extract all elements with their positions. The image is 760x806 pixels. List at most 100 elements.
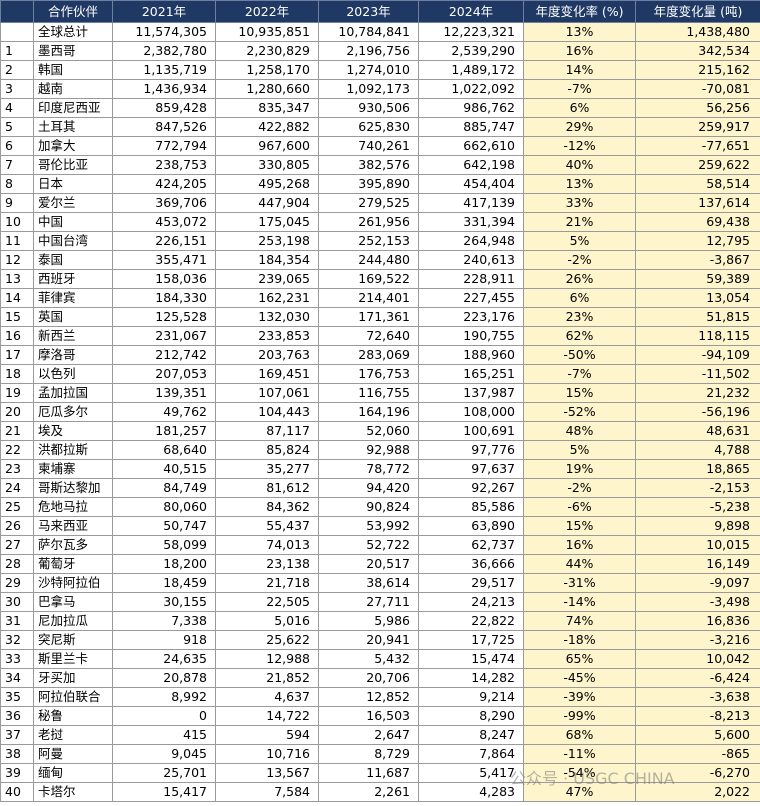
cell: 20,706 <box>318 668 419 688</box>
cell: 184,354 <box>215 250 319 270</box>
cell: 10,935,851 <box>215 22 319 42</box>
cell: 中国台湾 <box>33 231 113 251</box>
cell: 2,196,756 <box>318 41 419 61</box>
header-cell: 合作伙伴 <box>33 0 113 23</box>
cell: -9,097 <box>635 573 760 593</box>
cell: 244,480 <box>318 250 419 270</box>
cell: 卡塔尔 <box>33 782 113 802</box>
table-row: 12 泰国 355,471 184,354 244,480 240,613 -2% -3,86… <box>0 250 760 270</box>
cell: 孟加拉国 <box>33 383 113 403</box>
cell: 21% <box>523 212 636 232</box>
cell: 30,155 <box>112 592 216 612</box>
cell: 395,890 <box>318 174 419 194</box>
cell: 29% <box>523 117 636 137</box>
cell: 240,613 <box>418 250 524 270</box>
cell: -99% <box>523 706 636 726</box>
cell: 44% <box>523 554 636 574</box>
cell: 12,223,321 <box>418 22 524 42</box>
cell: 9,045 <box>112 744 216 764</box>
cell: 8,992 <box>112 687 216 707</box>
cell: 27,711 <box>318 592 419 612</box>
cell: 葡萄牙 <box>33 554 113 574</box>
index-cell: 32 <box>0 630 34 650</box>
table-row: 22 洪都拉斯 68,640 85,824 92,988 97,776 5% 4,788 <box>0 440 760 460</box>
table-row: 1 墨西哥 2,382,780 2,230,829 2,196,756 2,539,290… <box>0 41 760 61</box>
cell: 52,722 <box>318 535 419 555</box>
index-cell: 36 <box>0 706 34 726</box>
cell: 176,753 <box>318 364 419 384</box>
cell: -8,213 <box>635 706 760 726</box>
cell: 85,586 <box>418 497 524 517</box>
cell: 10,042 <box>635 649 760 669</box>
cell: 9,898 <box>635 516 760 536</box>
cell: 594 <box>215 725 319 745</box>
cell: 以色列 <box>33 364 113 384</box>
cell: 20,517 <box>318 554 419 574</box>
table-row: 5 土耳其 847,526 422,882 625,830 885,747 29% 259,9… <box>0 117 760 137</box>
cell: 97,776 <box>418 440 524 460</box>
cell: 8,290 <box>418 706 524 726</box>
cell: 967,600 <box>215 136 319 156</box>
cell: 253,198 <box>215 231 319 251</box>
cell: 26% <box>523 269 636 289</box>
index-cell: 8 <box>0 174 34 194</box>
index-cell: 7 <box>0 155 34 175</box>
cell: 59,389 <box>635 269 760 289</box>
cell: -3,498 <box>635 592 760 612</box>
index-cell: 33 <box>0 649 34 669</box>
cell: 58,514 <box>635 174 760 194</box>
cell: 50,747 <box>112 516 216 536</box>
index-cell: 23 <box>0 459 34 479</box>
cell: 沙特阿拉伯 <box>33 573 113 593</box>
cell: 斯里兰卡 <box>33 649 113 669</box>
cell: 2,230,829 <box>215 41 319 61</box>
cell: 986,762 <box>418 98 524 118</box>
cell: 84,362 <box>215 497 319 517</box>
cell: 5,432 <box>318 649 419 669</box>
index-cell: 34 <box>0 668 34 688</box>
cell: 15% <box>523 516 636 536</box>
cell: 18,865 <box>635 459 760 479</box>
cell: 13,567 <box>215 763 319 783</box>
index-cell: 3 <box>0 79 34 99</box>
cell: 35,277 <box>215 459 319 479</box>
header-cell: 2023年 <box>318 0 419 23</box>
cell: 10,784,841 <box>318 22 419 42</box>
header-cell: 2024年 <box>418 0 524 23</box>
cell: 5% <box>523 440 636 460</box>
index-cell: 6 <box>0 136 34 156</box>
cell: 259,917 <box>635 117 760 137</box>
cell: 韩国 <box>33 60 113 80</box>
cell: 90,824 <box>318 497 419 517</box>
cell: 2,022 <box>635 782 760 802</box>
table-row: 29 沙特阿拉伯 18,459 21,718 38,614 29,517 -31% -9,09… <box>0 573 760 593</box>
cell: 885,747 <box>418 117 524 137</box>
index-cell: 4 <box>0 98 34 118</box>
cell: 2,647 <box>318 725 419 745</box>
cell: -3,216 <box>635 630 760 650</box>
table-row: 20 厄瓜多尔 49,762 104,443 164,196 108,000 -52% -56… <box>0 402 760 422</box>
cell: -14% <box>523 592 636 612</box>
cell: -18% <box>523 630 636 650</box>
cell: 918 <box>112 630 216 650</box>
cell: 48% <box>523 421 636 441</box>
cell: -54% <box>523 763 636 783</box>
table-row: 10 中国 453,072 175,045 261,956 331,394 21% 69,43… <box>0 212 760 232</box>
cell: 38,614 <box>318 573 419 593</box>
cell: 188,960 <box>418 345 524 365</box>
cell: 118,115 <box>635 326 760 346</box>
table-row: 34 牙买加 20,878 21,852 20,706 14,282 -45% -6,424 <box>0 668 760 688</box>
cell: 5,016 <box>215 611 319 631</box>
cell: 1,135,719 <box>112 60 216 80</box>
cell: 1,436,934 <box>112 79 216 99</box>
cell: 239,065 <box>215 269 319 289</box>
cell: 阿拉伯联合 <box>33 687 113 707</box>
cell: 14,722 <box>215 706 319 726</box>
cell: 8,729 <box>318 744 419 764</box>
table-row: 7 哥伦比亚 238,753 330,805 382,576 642,198 40% 259,… <box>0 155 760 175</box>
index-cell: 20 <box>0 402 34 422</box>
index-cell: 15 <box>0 307 34 327</box>
cell: -77,651 <box>635 136 760 156</box>
index-cell: 11 <box>0 231 34 251</box>
